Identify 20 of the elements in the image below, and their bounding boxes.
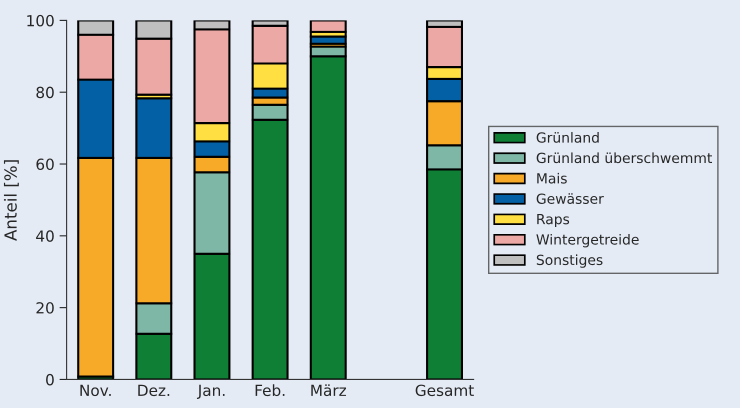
- y-axis-title: Anteil [%]: [4, 160, 19, 241]
- legend-label: Wintergetreide: [536, 234, 639, 248]
- x-tick-label: Dez.: [138, 384, 170, 396]
- y-tick-label: 100: [27, 14, 54, 26]
- x-tick-label: Feb.: [256, 384, 284, 396]
- legend-label: Raps: [537, 214, 570, 228]
- y-tick-label: 0: [46, 374, 54, 386]
- legend-label: Gewässer: [536, 193, 604, 204]
- y-tick-label: 40: [36, 230, 54, 242]
- legend-label: Grünland überschwemmt: [536, 152, 712, 164]
- y-tick-label: 80: [36, 86, 54, 98]
- x-tick-label: Nov.: [80, 384, 111, 396]
- x-tick-label: März: [311, 384, 346, 396]
- x-tick-label: Jan.: [196, 384, 225, 399]
- y-tick-label: 20: [36, 302, 54, 314]
- legend-label: Sonstiges: [536, 254, 602, 268]
- y-tick-label: 60: [36, 158, 54, 170]
- legend-label: Grünland: [536, 132, 599, 143]
- x-tick-label: Gesamt: [416, 384, 474, 396]
- legend-label: Mais: [537, 172, 567, 184]
